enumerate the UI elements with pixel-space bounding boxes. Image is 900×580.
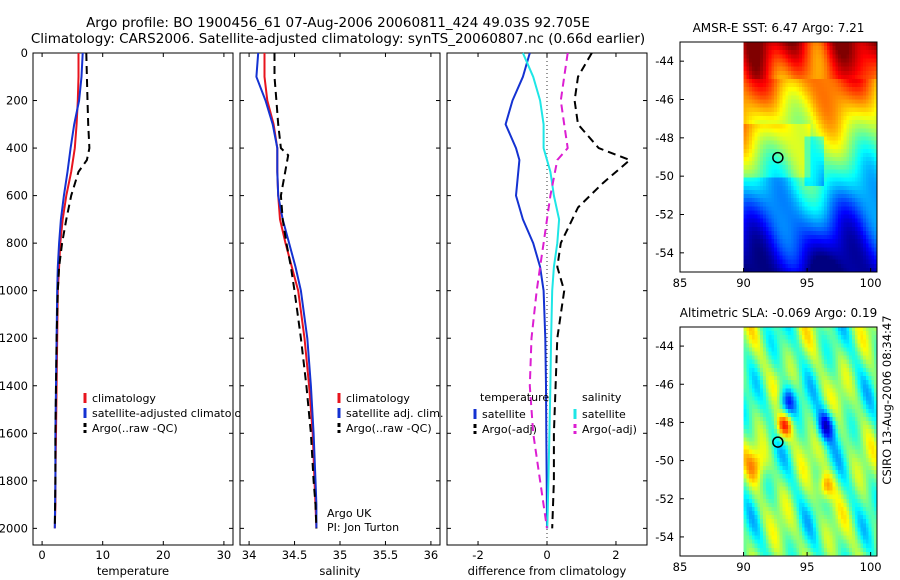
- temperature-series-1: [53, 52, 84, 529]
- side-label: CSIRO 13-Aug-2006 08:34:47: [880, 315, 894, 484]
- sla-map-title: Altimetric SLA: -0.069 Argo: 0.19: [680, 306, 877, 320]
- temperature-ytick-label: 200: [6, 94, 28, 108]
- difference-xtick-label: -2: [472, 548, 483, 562]
- temperature-ytick-label: 1600: [0, 426, 28, 440]
- temperature-ytick-label: 1200: [0, 331, 28, 345]
- salinity-xtick-label: 35: [333, 548, 348, 562]
- difference-series-1: [521, 52, 561, 529]
- sla-map-ytick-label: -52: [655, 492, 674, 506]
- sla-float-location-marker: [772, 436, 784, 448]
- temperature-axes-box: [32, 52, 234, 546]
- temperature-xlabel: temperature: [97, 564, 169, 578]
- temperature-legend-label: satellite-adjusted climatology: [92, 407, 255, 420]
- sst-float-location-marker: [772, 151, 784, 164]
- sst-map-panel: 85 90 95 100 -44 -46 -48 -50 -52 -54 AMSR-E SST: 6…: [655, 21, 881, 290]
- sla-map-ytick-label: -46: [655, 377, 674, 391]
- temperature-xtick-label: 10: [95, 548, 110, 562]
- sst-map-xtick-label: 85: [673, 276, 688, 290]
- temperature-panel: 0 10 20 30 0 200 400 600 800 1000 1200 1400 1600 1800…: [0, 46, 255, 578]
- difference-legend-label: Argo(-adj): [582, 423, 637, 436]
- sst-map-ytick-label: -54: [655, 246, 674, 260]
- temperature-ytick-label: 800: [6, 236, 28, 250]
- difference-series-3: [528, 52, 569, 529]
- sst-map-xtick-label: 95: [800, 276, 815, 290]
- sla-map-border: [679, 326, 878, 557]
- temperature-legend-label: Argo(..raw -QC): [92, 422, 178, 435]
- sst-map-title: AMSR-E SST: 6.47 Argo: 7.21: [693, 21, 865, 35]
- difference-legend-label: satellite: [582, 408, 626, 421]
- sla-map-xtick-label: 95: [800, 560, 815, 574]
- sla-map-ytick-label: -48: [655, 415, 674, 429]
- temperature-ytick-label: 2000: [0, 521, 28, 535]
- sst-map-ytick-label: -44: [655, 54, 674, 68]
- sst-map-ytick-label: -52: [655, 208, 674, 222]
- difference-legend-label: satellite: [482, 408, 526, 421]
- temperature-ytick-label: 1400: [0, 379, 28, 393]
- sst-map-ytick-label: -48: [655, 131, 674, 145]
- difference-xtick-label: 0: [543, 548, 550, 562]
- temperature-series-2: [53, 52, 91, 529]
- salinity-xtick-label: 34.5: [282, 548, 308, 562]
- temperature-ytick-label: 1800: [0, 474, 28, 488]
- difference-legend-group-title: temperature: [480, 391, 549, 404]
- difference-legend-group-title: salinity: [582, 391, 622, 404]
- sst-map-border: [679, 41, 878, 273]
- temperature-xtick-label: 0: [38, 548, 45, 562]
- sst-map-xtick-label: 100: [860, 276, 882, 290]
- sla-map-xtick-label: 90: [736, 560, 751, 574]
- temperature-xtick-label: 20: [156, 548, 171, 562]
- difference-series-0: [504, 52, 548, 529]
- sla-map-xtick-label: 85: [673, 560, 688, 574]
- sla-map-panel: 85 90 95 100 -44 -46 -48 -50 -52 -54 Altimetric SL…: [655, 306, 881, 574]
- temperature-ytick-label: 400: [6, 141, 28, 155]
- title-line-2: Climatology: CARS2006. Satellite-adjuste…: [31, 31, 645, 47]
- difference-legend-label: Argo(-adj): [482, 423, 537, 436]
- temperature-ytick-label: 1000: [0, 284, 28, 298]
- salinity-annotation: Argo UK: [327, 507, 372, 520]
- sst-map-raster: [743, 42, 877, 272]
- sla-map-ytick-label: -44: [655, 339, 674, 353]
- salinity-xtick-label: 34: [242, 548, 257, 562]
- difference-xtick-label: 2: [612, 548, 619, 562]
- salinity-series-1: [255, 52, 318, 529]
- sla-map-ytick-label: -50: [655, 454, 674, 468]
- temperature-xtick-label: 30: [217, 548, 232, 562]
- sst-map-xtick-label: 90: [736, 276, 751, 290]
- salinity-axes-box: [239, 52, 441, 546]
- difference-xlabel: difference from climatology: [468, 564, 627, 578]
- sst-map-ytick-label: -50: [655, 169, 674, 183]
- salinity-panel: 34 34.5 35 35.5 36 salinity climatology satelli…: [239, 52, 443, 578]
- title-line-1: Argo profile: BO 1900456_61 07-Aug-2006 …: [86, 15, 590, 31]
- sla-map-xtick-label: 100: [860, 560, 882, 574]
- temperature-legend-label: climatology: [92, 392, 156, 405]
- salinity-legend-label: climatology: [346, 392, 410, 405]
- temperature-ytick-label: 600: [6, 189, 28, 203]
- sla-map-raster: [743, 327, 877, 556]
- temperature-ytick-label: 0: [21, 46, 28, 60]
- sst-map-ytick-label: -46: [655, 93, 674, 107]
- difference-series-2: [551, 52, 631, 529]
- salinity-xtick-label: 36: [424, 548, 439, 562]
- salinity-xlabel: salinity: [319, 564, 360, 578]
- sla-map-ytick-label: -54: [655, 530, 674, 544]
- salinity-xtick-label: 35.5: [373, 548, 399, 562]
- salinity-legend-label: satellite adj. clim.: [346, 407, 443, 420]
- salinity-annotation: PI: Jon Turton: [327, 521, 399, 534]
- salinity-legend-label: Argo(..raw -QC): [346, 422, 432, 435]
- difference-panel: -2 0 2 difference from climatology temperatu…: [446, 52, 648, 578]
